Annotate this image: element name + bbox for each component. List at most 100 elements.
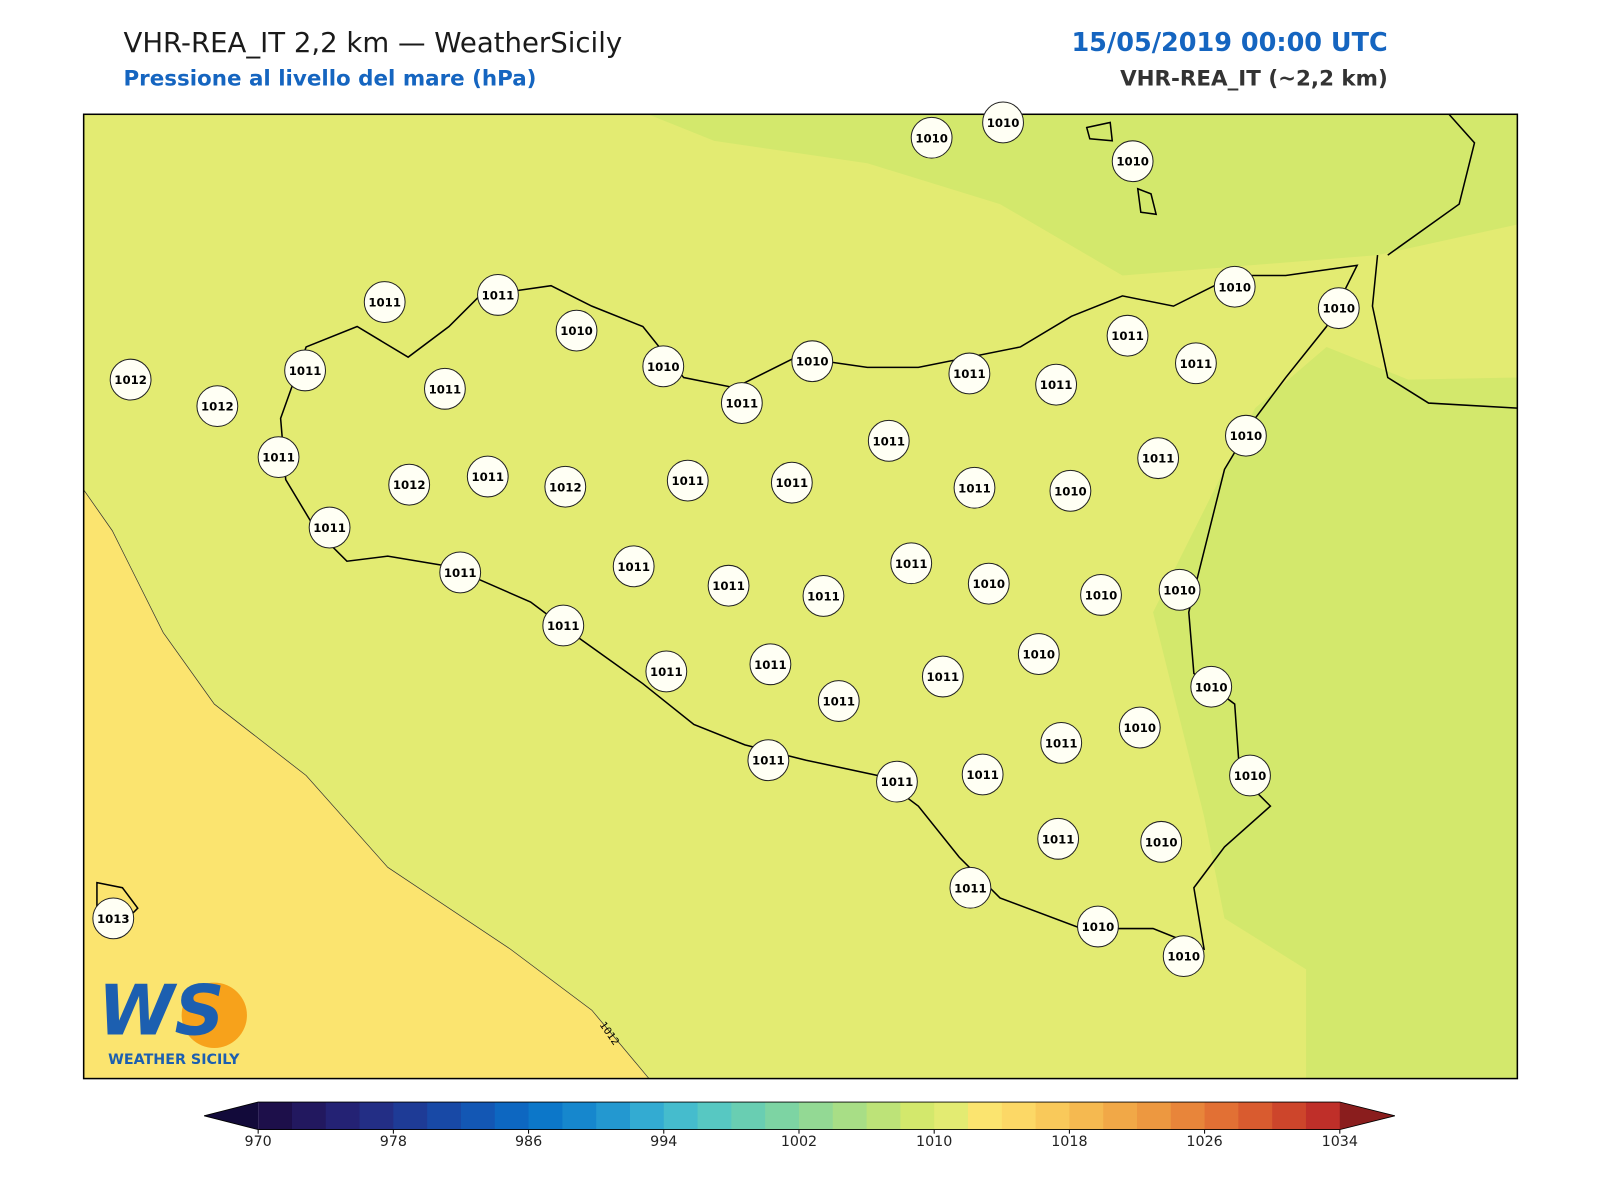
station-value: 1010 [560,324,593,338]
station-marker [720,382,763,424]
zone [1153,346,1518,1079]
station-marker [747,739,790,782]
station-value: 1010 [1195,680,1228,694]
station-marker [439,551,482,594]
station-value: 1012 [201,400,234,414]
station-value: 1011 [822,695,855,709]
colorbar-bin [934,1102,969,1130]
station-value: 1010 [1123,721,1156,735]
colorbar-bin [1238,1102,1273,1130]
colorbar: 970 978 986 994 1002 1010 1018 1026 1034 [203,1101,1395,1150]
station-marker [967,562,1010,605]
station-marker [423,367,466,410]
colorbar-bin [1170,1102,1206,1130]
station-marker [953,466,996,509]
station-value: 1011 [1180,357,1213,371]
station-marker [1225,414,1267,457]
contour [83,489,650,1079]
station-value: 1011 [881,775,914,789]
station-marker [1017,633,1060,675]
station-value: 1011 [617,560,650,574]
colorbar-bin [427,1102,462,1130]
station-marker [890,542,933,585]
station-value: 1011 [547,619,580,633]
colorbar-bin [325,1102,361,1130]
station-value: 1010 [1116,155,1149,169]
colorbar-tick-label: 978 [380,1134,407,1150]
station-value: 1011 [895,557,928,571]
station-value: 1010 [1230,429,1263,443]
station-marker [284,349,327,392]
station-marker [555,309,598,352]
station-value: 1011 [1040,378,1073,392]
station-marker [544,465,587,508]
station-value: 1010 [796,355,829,369]
station-marker [466,455,509,498]
date: 15/05/2019 00:00 UTC [1071,28,1387,58]
colorbar-bin [1204,1102,1239,1130]
station-value: 1010 [1054,484,1087,498]
station-marker [612,545,655,588]
station-value: 1010 [915,131,948,145]
logo-text: WS [98,971,225,1051]
station-value: 1010 [1322,302,1355,316]
station-marker [388,463,431,506]
station-value: 1011 [313,521,346,535]
station-marker [1317,287,1360,330]
station-marker [1158,568,1201,611]
station-value: 1011 [1045,736,1078,750]
station-value: 1010 [1085,588,1118,602]
station-marker [982,101,1024,144]
colorbar-bin [528,1102,563,1130]
colorbar-bin [967,1102,1003,1130]
station-value: 1011 [289,364,322,378]
station-marker [1140,820,1183,863]
station-marker [666,459,709,502]
station-value: 1010 [1082,920,1115,934]
colorbar-bin [258,1102,293,1130]
colorbar-bin [1001,1102,1037,1130]
logo: WS WEATHER SICILY [98,971,247,1068]
colorbar-over [1339,1102,1395,1130]
station-value: 1011 [776,476,809,490]
station-value: 1011 [368,296,401,310]
map-frame [82,113,1519,1080]
station-marker [1229,754,1271,797]
colorbar-bin [629,1102,665,1130]
station-value: 1011 [726,397,759,411]
station-value: 1011 [954,881,987,895]
colorbar-bin [765,1102,800,1130]
station-value: 1011 [872,434,905,448]
station-marker [948,352,991,395]
station-marker [817,680,860,722]
station-value: 1011 [1042,832,1075,846]
station-marker [707,564,750,607]
station-value: 1010 [972,577,1005,591]
station-marker [802,575,845,617]
colorbar-bin [393,1102,428,1130]
subtitle: Pressione al livello del mare (hPa) [123,67,536,92]
station-marker [1137,437,1180,480]
model: VHR-REA_IT (~2,2 km) [1120,67,1388,92]
station-marker [1106,314,1149,357]
station-value: 1011 [650,665,683,679]
colorbar-bin [1305,1102,1341,1130]
colorbar-bin [1272,1102,1307,1130]
station-marker [1080,573,1122,616]
colorbar-tick-label: 1034 [1322,1134,1358,1150]
station-value: 1010 [1022,648,1055,662]
colorbar-bin [1035,1102,1070,1130]
colorbar-bin [731,1102,766,1130]
logo-sun [181,982,247,1048]
station-marker [921,655,964,698]
station-value: 1010 [987,116,1020,130]
station-value: 1011 [966,768,999,782]
colorbar-bin [562,1102,597,1130]
station-value: 1011 [262,451,295,465]
colorbar-bin [663,1102,699,1130]
colorbar-tick-label: 994 [650,1134,677,1150]
station-marker [308,506,351,549]
colorbar-tick-label: 986 [515,1134,542,1150]
station-marker [645,650,688,693]
